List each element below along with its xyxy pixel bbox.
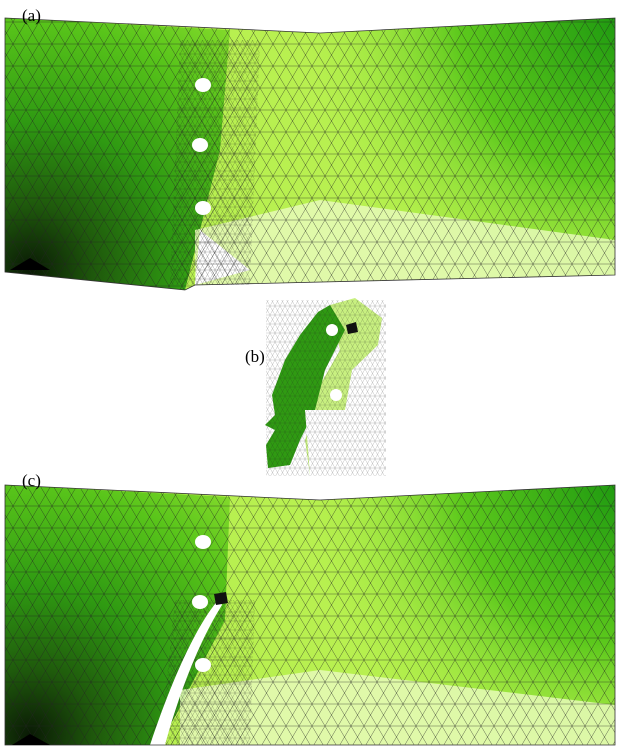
panel-a: (a) [4, 6, 616, 291]
panel-label: (a) [22, 6, 41, 25]
panel-label: (b) [245, 347, 265, 366]
panel-b: (b) [245, 298, 386, 476]
panel-label: (c) [22, 471, 41, 490]
panel-c: (c) [4, 471, 616, 746]
